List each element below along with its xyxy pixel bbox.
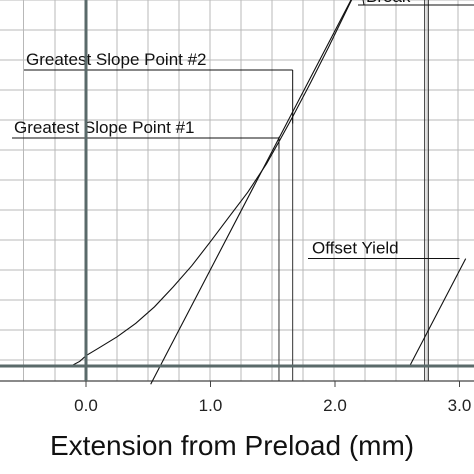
series-load-extension-curve [70,0,353,367]
reference-lines [278,0,429,381]
series-group [70,0,467,385]
x-axis-title: Extension from Preload (mm) [50,430,414,461]
x-tick-label: 1.0 [199,396,223,415]
annotation-label: Break [366,0,411,6]
annotation-label: Greatest Slope Point #1 [14,118,195,137]
annotation-label: Offset Yield [312,239,399,258]
annotation-label: Greatest Slope Point #2 [26,50,207,69]
series-greatest-slope-line [150,0,352,385]
series-offset-line [409,258,467,367]
x-tick-label: 3.0 [448,396,472,415]
grid-lines [0,0,474,382]
x-tick-label: 0.0 [74,396,98,415]
x-ticks: 0.0 1.0 2.0 3.0 [74,381,471,415]
x-tick-label: 2.0 [323,396,347,415]
annotation-leader [362,0,365,6]
annotations: Greatest Slope Point #2 Greatest Slope Po… [12,0,474,260]
axes [0,0,474,381]
